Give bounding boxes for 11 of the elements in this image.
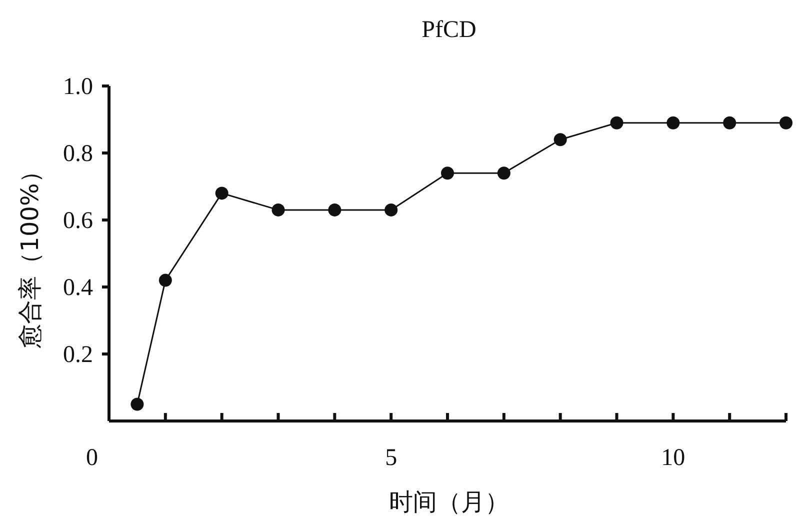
y-tick-label: 0.8: [63, 141, 93, 167]
x-axis-title: 时间（月）: [389, 488, 509, 516]
x-tick-label: 0: [86, 445, 98, 471]
y-tick-label: 0.6: [63, 208, 93, 234]
x-tick-label: 10: [661, 445, 686, 471]
x-tick-label: 5: [385, 445, 398, 471]
y-tick-label: 0.4: [63, 275, 93, 301]
y-tick-label: 1.0: [63, 74, 93, 100]
chart-title: PfCD: [422, 17, 476, 43]
y-tick-label: 0.2: [63, 342, 93, 368]
y-axis-title: 愈合率（100%）: [16, 159, 44, 349]
